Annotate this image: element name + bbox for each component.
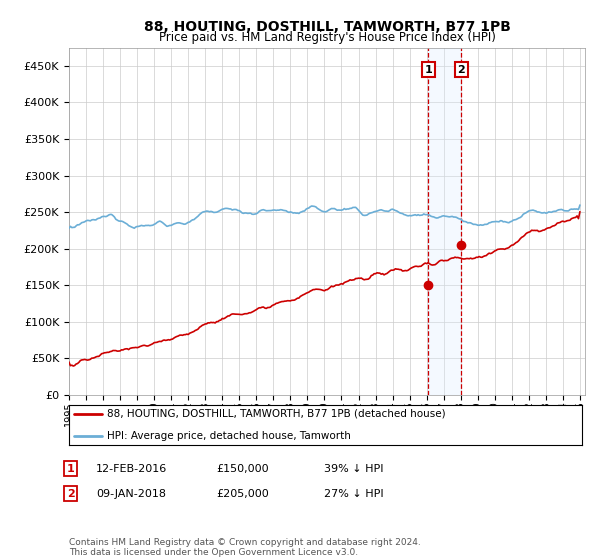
Text: £205,000: £205,000 bbox=[216, 489, 269, 499]
Text: 88, HOUTING, DOSTHILL, TAMWORTH, B77 1PB: 88, HOUTING, DOSTHILL, TAMWORTH, B77 1PB bbox=[143, 20, 511, 34]
Bar bbox=[428, 48, 461, 395]
Text: 2: 2 bbox=[457, 64, 465, 74]
Text: 09-JAN-2018: 09-JAN-2018 bbox=[96, 489, 166, 499]
Text: Price paid vs. HM Land Registry's House Price Index (HPI): Price paid vs. HM Land Registry's House … bbox=[158, 31, 496, 44]
Text: 27% ↓ HPI: 27% ↓ HPI bbox=[324, 489, 383, 499]
Text: HPI: Average price, detached house, Tamworth: HPI: Average price, detached house, Tamw… bbox=[107, 431, 352, 441]
Text: 39% ↓ HPI: 39% ↓ HPI bbox=[324, 464, 383, 474]
Text: 1: 1 bbox=[424, 64, 432, 74]
Text: 88, HOUTING, DOSTHILL, TAMWORTH, B77 1PB (detached house): 88, HOUTING, DOSTHILL, TAMWORTH, B77 1PB… bbox=[107, 409, 446, 419]
Text: £150,000: £150,000 bbox=[216, 464, 269, 474]
Text: 2: 2 bbox=[67, 489, 74, 499]
Text: Contains HM Land Registry data © Crown copyright and database right 2024.
This d: Contains HM Land Registry data © Crown c… bbox=[69, 538, 421, 557]
Text: 1: 1 bbox=[67, 464, 74, 474]
Text: 12-FEB-2016: 12-FEB-2016 bbox=[96, 464, 167, 474]
